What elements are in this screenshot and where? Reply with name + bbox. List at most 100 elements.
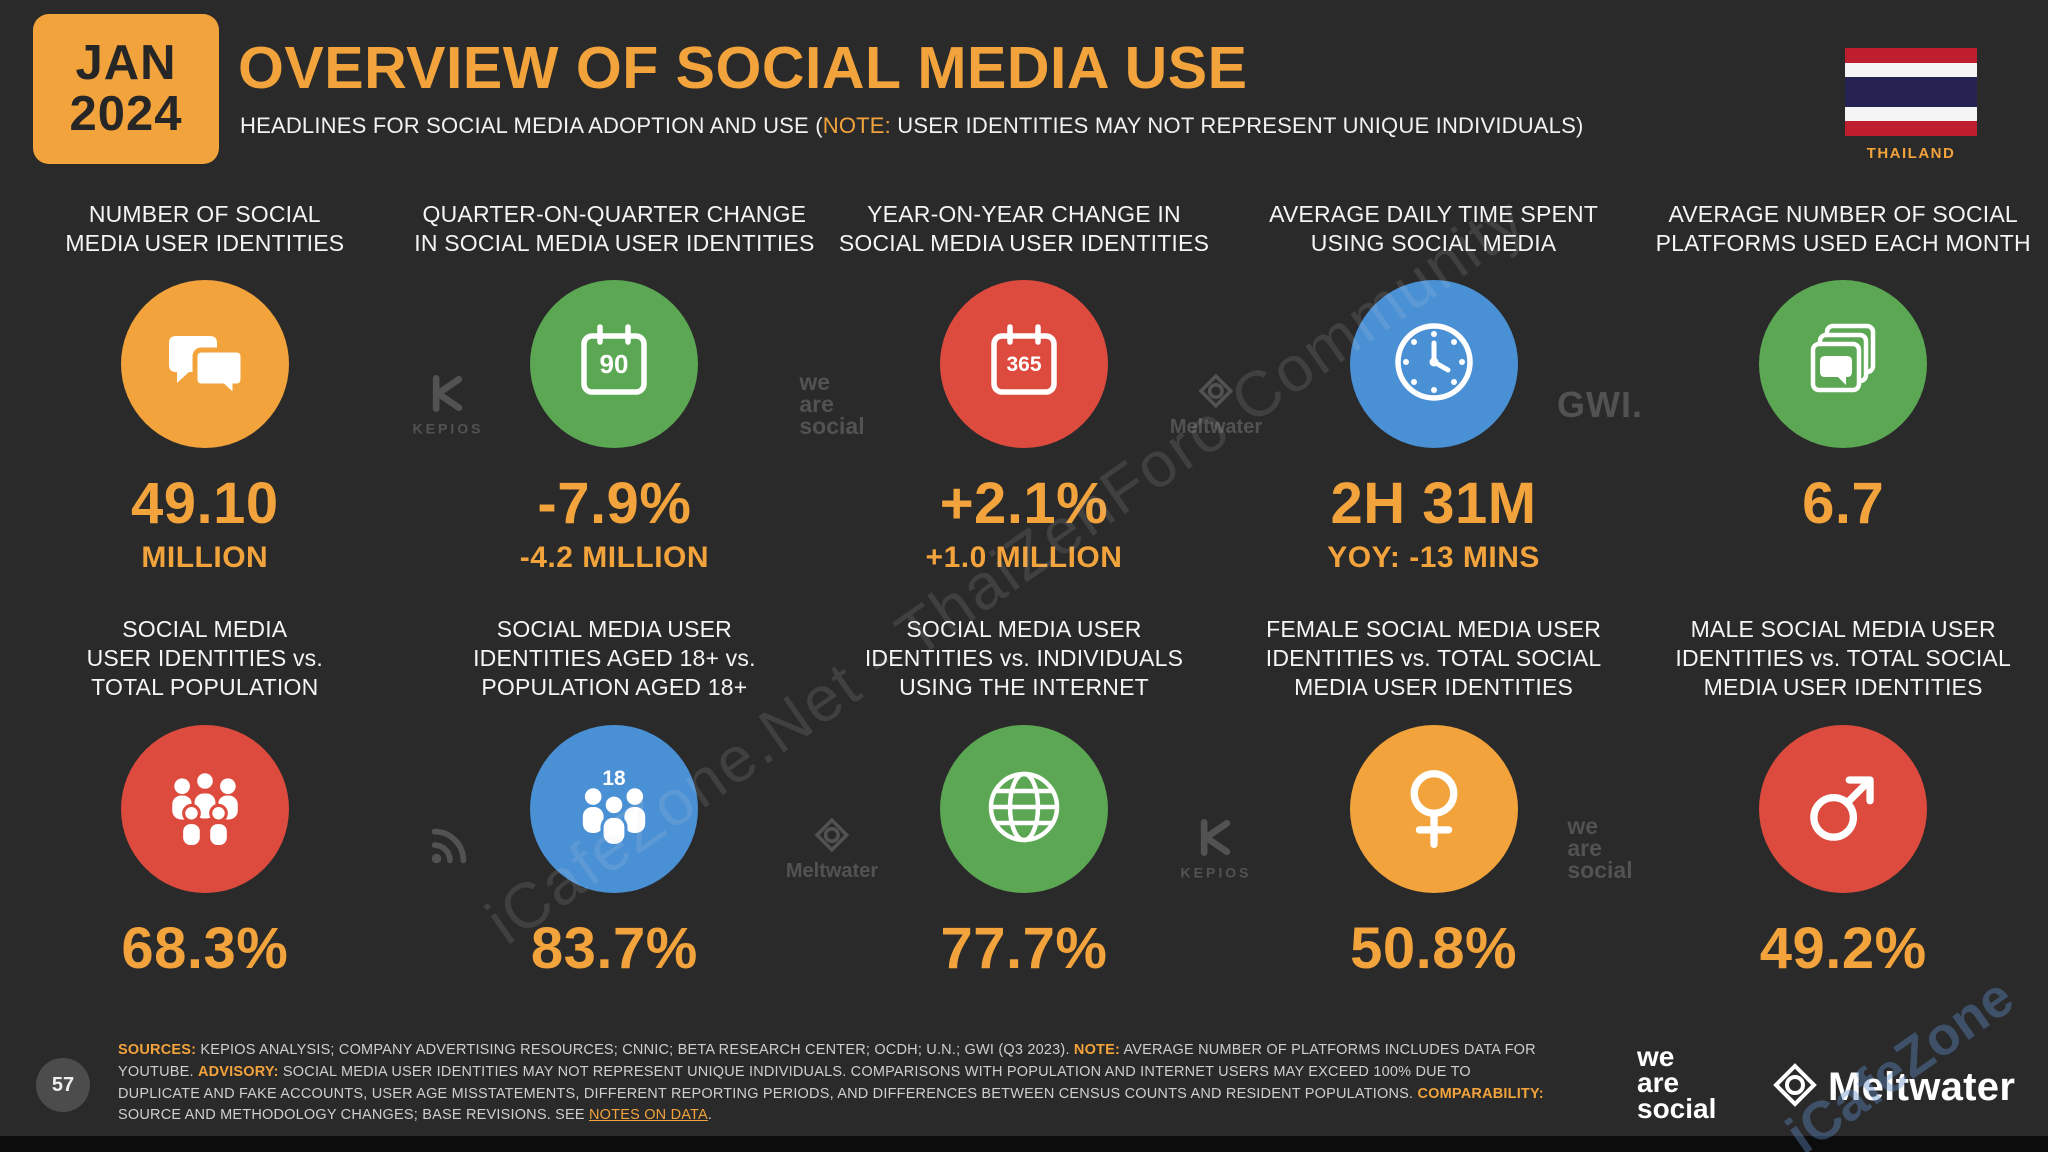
globe-icon bbox=[974, 757, 1074, 862]
bottom-edge bbox=[0, 1136, 2048, 1152]
advisory-label: ADVISORY: bbox=[197, 1063, 279, 1080]
stat-card: YEAR-ON-YEAR CHANGE IN SOCIAL MEDIA USER… bbox=[819, 200, 1229, 575]
date-month: JAN bbox=[75, 35, 177, 90]
stat-circle: 18 bbox=[530, 725, 699, 893]
footnote-period: . bbox=[707, 1107, 713, 1124]
svg-text:18: 18 bbox=[603, 767, 626, 790]
wearesocial-watermark: we are social bbox=[1567, 813, 1633, 883]
stat-value: 49.2% bbox=[1759, 916, 1927, 981]
stat-subvalue: +1.0 MILLION bbox=[925, 541, 1123, 574]
comparability-label: COMPARABILITY: bbox=[1417, 1085, 1544, 1102]
stat-value: 50.8% bbox=[1350, 916, 1518, 981]
meltwater-watermark: Meltwater bbox=[1170, 373, 1262, 437]
date-badge: JAN 2024 bbox=[33, 14, 219, 164]
subtitle-text: HEADLINES FOR SOCIAL MEDIA ADOPTION AND … bbox=[240, 113, 823, 138]
stat-value: -7.9% bbox=[537, 471, 692, 536]
page-title: OVERVIEW OF SOCIAL MEDIA USE bbox=[238, 35, 1248, 101]
female-icon bbox=[1382, 755, 1486, 864]
stat-label: QUARTER-ON-QUARTER CHANGE IN SOCIAL MEDI… bbox=[414, 201, 815, 257]
stat-value: 68.3% bbox=[121, 916, 289, 981]
stat-card: SOCIAL MEDIA USER IDENTITIES AGED 18+ vs… bbox=[410, 615, 820, 982]
stat-label: AVERAGE DAILY TIME SPENT USING SOCIAL ME… bbox=[1269, 201, 1599, 257]
advisory-text: SOCIAL MEDIA USER IDENTITIES MAY NOT REP… bbox=[118, 1063, 1471, 1102]
was-logo-line: are bbox=[1637, 1067, 1680, 1099]
stat-value: 77.7% bbox=[940, 916, 1108, 981]
flag-stripe bbox=[1845, 106, 1977, 122]
note-text: AVERAGE NUMBER OF PLATFORMS INCLUDES DAT… bbox=[118, 1042, 1536, 1080]
notes-on-data-link[interactable]: NOTES ON DATA bbox=[589, 1107, 708, 1124]
stat-card: SOCIAL MEDIA USER IDENTITIES vs. TOTAL P… bbox=[0, 615, 410, 982]
stat-subvalue: -4.2 MILLION bbox=[519, 541, 710, 574]
thailand-flag bbox=[1845, 48, 1977, 137]
broadcast-watermark bbox=[425, 824, 471, 874]
was-logo-line: we bbox=[1637, 1041, 1675, 1072]
stat-label: FEMALE SOCIAL MEDIA USER IDENTITIES vs. … bbox=[1265, 616, 1602, 701]
flag-stripe bbox=[1845, 121, 1977, 137]
comparability-text: SOURCE AND METHODOLOGY CHANGES; BASE REV… bbox=[118, 1107, 590, 1124]
stat-value: 6.7 bbox=[1802, 471, 1885, 536]
chat-bubbles-icon bbox=[155, 312, 255, 417]
stats-row-1: NUMBER OF SOCIAL MEDIA USER IDENTITIES 4… bbox=[0, 200, 2048, 575]
stat-circle bbox=[120, 280, 289, 448]
stat-circle bbox=[939, 725, 1108, 893]
stat-card: FEMALE SOCIAL MEDIA USER IDENTITIES vs. … bbox=[1229, 615, 1639, 982]
meltwater-watermark: Meltwater bbox=[786, 817, 878, 881]
meltwater-logo: Meltwater bbox=[1772, 1062, 2015, 1113]
flag-stripe bbox=[1845, 62, 1977, 78]
stat-card: AVERAGE DAILY TIME SPENT USING SOCIAL ME… bbox=[1229, 200, 1639, 575]
stats-row-2: SOCIAL MEDIA USER IDENTITIES vs. TOTAL P… bbox=[0, 615, 2048, 982]
kepios-watermark: KEPIOS bbox=[413, 374, 484, 436]
stat-label: SOCIAL MEDIA USER IDENTITIES vs. INDIVID… bbox=[864, 616, 1184, 701]
stat-circle: 90 bbox=[530, 280, 699, 448]
clock-icon bbox=[1384, 312, 1484, 417]
stat-circle: 365 bbox=[939, 280, 1108, 448]
corner-watermark: iCafeZone bbox=[1775, 966, 2025, 1152]
stat-subvalue: YOY: -13 MINS bbox=[1327, 541, 1540, 574]
people-18-icon: 18 bbox=[562, 755, 666, 864]
stat-card: SOCIAL MEDIA USER IDENTITIES vs. INDIVID… bbox=[819, 615, 1229, 982]
stat-value: 49.10 bbox=[130, 471, 279, 536]
subtitle-text-2: USER IDENTITIES MAY NOT REPRESENT UNIQUE… bbox=[891, 113, 1584, 138]
stat-label: NUMBER OF SOCIAL MEDIA USER IDENTITIES bbox=[65, 201, 345, 257]
people-group-icon bbox=[153, 755, 257, 864]
stat-circle bbox=[1349, 280, 1518, 448]
stat-label: MALE SOCIAL MEDIA USER IDENTITIES vs. TO… bbox=[1675, 616, 2011, 701]
stat-value: 83.7% bbox=[530, 916, 698, 981]
date-year: 2024 bbox=[69, 87, 183, 141]
country-label: THAILAND bbox=[1866, 145, 1956, 162]
flag-stripe bbox=[1845, 77, 1977, 107]
stat-circle bbox=[120, 725, 289, 893]
stat-label: AVERAGE NUMBER OF SOCIAL PLATFORMS USED … bbox=[1655, 201, 2031, 257]
kepios-watermark: KEPIOS bbox=[1181, 818, 1252, 880]
sources-label: SOURCES: bbox=[118, 1042, 197, 1058]
gwi-watermark: GWI. bbox=[1557, 384, 1643, 425]
svg-text:90: 90 bbox=[600, 349, 629, 379]
subtitle: HEADLINES FOR SOCIAL MEDIA ADOPTION AND … bbox=[240, 113, 1584, 139]
note-label: NOTE: bbox=[1073, 1042, 1121, 1058]
stat-circle bbox=[1759, 280, 1928, 448]
meltwater-wordmark: Meltwater bbox=[1828, 1065, 2016, 1109]
subtitle-note-label: NOTE: bbox=[822, 113, 891, 138]
stat-value: +2.1% bbox=[939, 471, 1109, 536]
stat-value: 2H 31M bbox=[1330, 471, 1537, 536]
stat-card: QUARTER-ON-QUARTER CHANGE IN SOCIAL MEDI… bbox=[410, 200, 820, 575]
page-number-badge: 57 bbox=[36, 1058, 90, 1112]
calendar-90-icon: 90 bbox=[564, 312, 664, 417]
was-logo-line: social bbox=[1637, 1093, 1717, 1125]
footnote: SOURCES: KEPIOS ANALYSIS; COMPANY ADVERT… bbox=[118, 1040, 1554, 1127]
platforms-icon bbox=[1793, 312, 1893, 417]
flag-stripe bbox=[1845, 48, 1977, 63]
flag-block: THAILAND bbox=[1845, 48, 1977, 162]
male-icon bbox=[1791, 755, 1895, 864]
stat-circle bbox=[1759, 725, 1928, 893]
sources-text: KEPIOS ANALYSIS; COMPANY ADVERTISING RES… bbox=[196, 1042, 1074, 1058]
stat-card: AVERAGE NUMBER OF SOCIAL PLATFORMS USED … bbox=[1638, 200, 2048, 575]
we-are-social-logo: we are social bbox=[1637, 1041, 1717, 1125]
meltwater-diamond-icon bbox=[1772, 1062, 1818, 1113]
stat-card: NUMBER OF SOCIAL MEDIA USER IDENTITIES 4… bbox=[0, 200, 410, 575]
stat-subvalue: MILLION bbox=[141, 541, 269, 574]
svg-text:365: 365 bbox=[1006, 353, 1041, 376]
stat-card: MALE SOCIAL MEDIA USER IDENTITIES vs. TO… bbox=[1638, 615, 2048, 982]
calendar-365-icon: 365 bbox=[974, 312, 1074, 417]
